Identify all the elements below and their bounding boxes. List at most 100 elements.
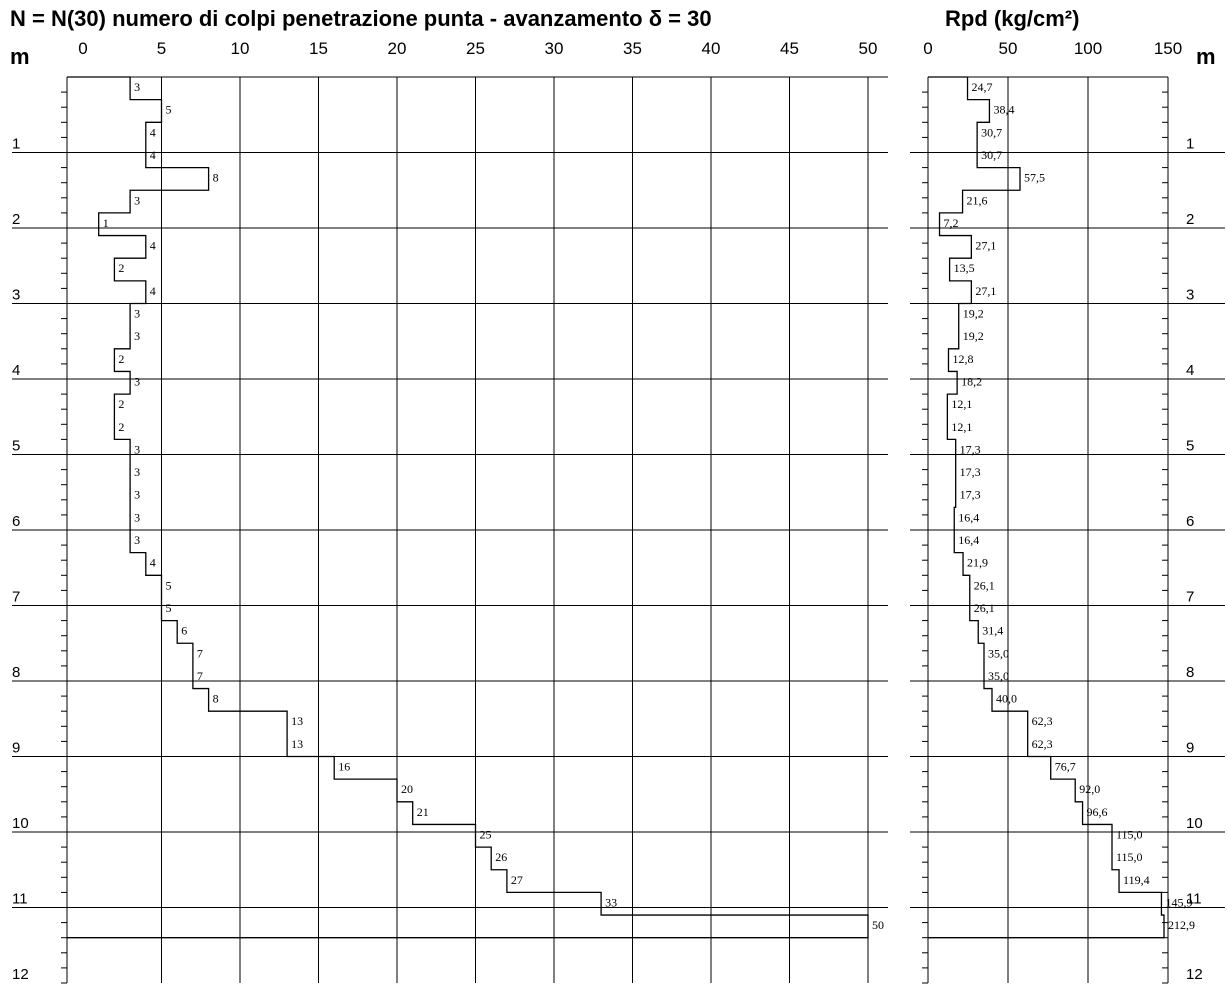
- r-value-label: 16,4: [958, 533, 979, 547]
- n-value-label: 25: [480, 827, 492, 841]
- r-value-label: 17,3: [960, 488, 981, 502]
- r-value-label: 35,0: [988, 669, 1009, 683]
- r-value-label: 27,1: [975, 284, 996, 298]
- n-y-tick-label: 2: [12, 211, 20, 228]
- rpd-x-ticks: 0 50 100 150: [923, 39, 1182, 58]
- r-value-label: 26,1: [974, 601, 995, 615]
- n-value-label: 4: [150, 556, 156, 570]
- n-value-label: 8: [213, 171, 219, 185]
- r-value-label: 212,9: [1168, 918, 1195, 932]
- r-value-label: 76,7: [1055, 760, 1076, 774]
- r-value-label: 40,0: [996, 692, 1017, 706]
- n-value-label: 4: [150, 148, 156, 162]
- r-value-label: 119,4: [1123, 873, 1150, 887]
- n-x-tick-label: 20: [388, 39, 407, 58]
- n-value-label: 27: [511, 873, 523, 887]
- r-value-label: 19,2: [963, 307, 984, 321]
- r-value-label: 24,7: [972, 80, 993, 94]
- n-value-label: 5: [166, 601, 172, 615]
- n-value-label: 4: [150, 284, 156, 298]
- chart-n-title: N = N(30) numero di colpi penetrazione p…: [10, 6, 712, 31]
- n-x-tick-label: 15: [309, 39, 328, 58]
- r-value-label: 92,0: [1079, 782, 1100, 796]
- n-x-tick-label: 5: [157, 39, 166, 58]
- n-value-label: 7: [197, 646, 203, 660]
- n-value-label: 26: [495, 850, 507, 864]
- r-value-label: 16,4: [958, 510, 979, 524]
- r-value-label: 17,3: [960, 442, 981, 456]
- r-x-tick-label: 50: [999, 39, 1018, 58]
- r-value-label: 57,5: [1024, 171, 1045, 185]
- r-value-label: 115,0: [1116, 827, 1143, 841]
- n-value-label: 3: [134, 510, 140, 524]
- n-y-tick-label: 8: [12, 664, 20, 681]
- r-value-label: 19,2: [963, 329, 984, 343]
- rpd-step-line: [928, 76, 1165, 939]
- r-y-tick-label: 3: [1186, 287, 1194, 304]
- r-value-label: 12,1: [951, 420, 972, 434]
- n-value-label: 5: [166, 103, 172, 117]
- r-value-label: 145,9: [1165, 895, 1192, 909]
- r-value-label: 62,3: [1032, 714, 1053, 728]
- r-value-label: 7,2: [944, 216, 959, 230]
- n-value-label: 21: [417, 805, 429, 819]
- n-value-label: 4: [150, 239, 156, 253]
- n-x-tick-label: 25: [466, 39, 485, 58]
- r-value-label: 13,5: [954, 261, 975, 275]
- n-x-tick-label: 10: [231, 39, 250, 58]
- r-y-tick-label: 8: [1186, 664, 1194, 681]
- r-value-label: 12,1: [951, 397, 972, 411]
- n-value-label: 3: [134, 488, 140, 502]
- n-value-label: 4: [150, 125, 156, 139]
- r-x-tick-label: 100: [1074, 39, 1102, 58]
- r-value-label: 17,3: [960, 465, 981, 479]
- n-value-label: 6: [181, 624, 187, 638]
- r-y-tick-label: 11: [1186, 891, 1202, 908]
- n-value-label: 1: [103, 216, 109, 230]
- n-value-label: 13: [291, 737, 303, 751]
- r-x-tick-label: 0: [923, 39, 932, 58]
- r-x-tick-label: 150: [1154, 39, 1182, 58]
- r-value-label: 96,6: [1087, 805, 1108, 819]
- rpd-value-labels: 24,738,4 30,7 30,7 57,5 21,6 7,2 27,113,527,1 1…: [944, 80, 1195, 932]
- r-y-tick-label: 10: [1186, 815, 1203, 832]
- n-y-tick-label: 5: [12, 438, 20, 455]
- n-value-label: 7: [197, 669, 203, 683]
- n-value-label: 2: [118, 352, 124, 366]
- n-value-label: 20: [401, 782, 413, 796]
- r-value-label: 21,9: [967, 556, 988, 570]
- n-value-label: 2: [118, 261, 124, 275]
- n-value-label: 3: [134, 374, 140, 388]
- n-value-label: 3: [134, 533, 140, 547]
- n-x-tick-label: 35: [623, 39, 642, 58]
- n-value-label: 3: [134, 307, 140, 321]
- n-value-label: 3: [134, 465, 140, 479]
- r-y-tick-label: 1: [1186, 136, 1194, 153]
- r-y-tick-label: 6: [1186, 513, 1194, 530]
- n-value-label: 33: [605, 895, 617, 909]
- r-value-label: 38,4: [993, 103, 1014, 117]
- r-y-tick-label: 4: [1186, 362, 1194, 379]
- r-value-label: 31,4: [982, 624, 1003, 638]
- r-value-label: 35,0: [988, 646, 1009, 660]
- n-value-label: 3: [134, 329, 140, 343]
- chart-rpd-title: Rpd (kg/cm²): [945, 6, 1079, 31]
- r-value-label: 30,7: [981, 148, 1002, 162]
- r-y-tick-label: 5: [1186, 438, 1194, 455]
- n-y-tick-label: 7: [12, 589, 20, 606]
- n-x-ticks: 0 5 10 15 20 25 30 35 40 45 50: [78, 39, 877, 58]
- n-y-tick-label: 12: [12, 966, 29, 983]
- n-y-tick-label: 11: [12, 891, 28, 908]
- n-x-tick-label: 0: [78, 39, 87, 58]
- r-value-label: 27,1: [975, 239, 996, 253]
- n-x-tick-label: 50: [859, 39, 878, 58]
- n-value-label: 5: [166, 578, 172, 592]
- n-value-label: 8: [213, 692, 219, 706]
- n-value-label: 13: [291, 714, 303, 728]
- n-step-line: [67, 76, 869, 939]
- chart-n-depth-unit-left: m: [10, 44, 30, 69]
- r-y-tick-label: 2: [1186, 211, 1194, 228]
